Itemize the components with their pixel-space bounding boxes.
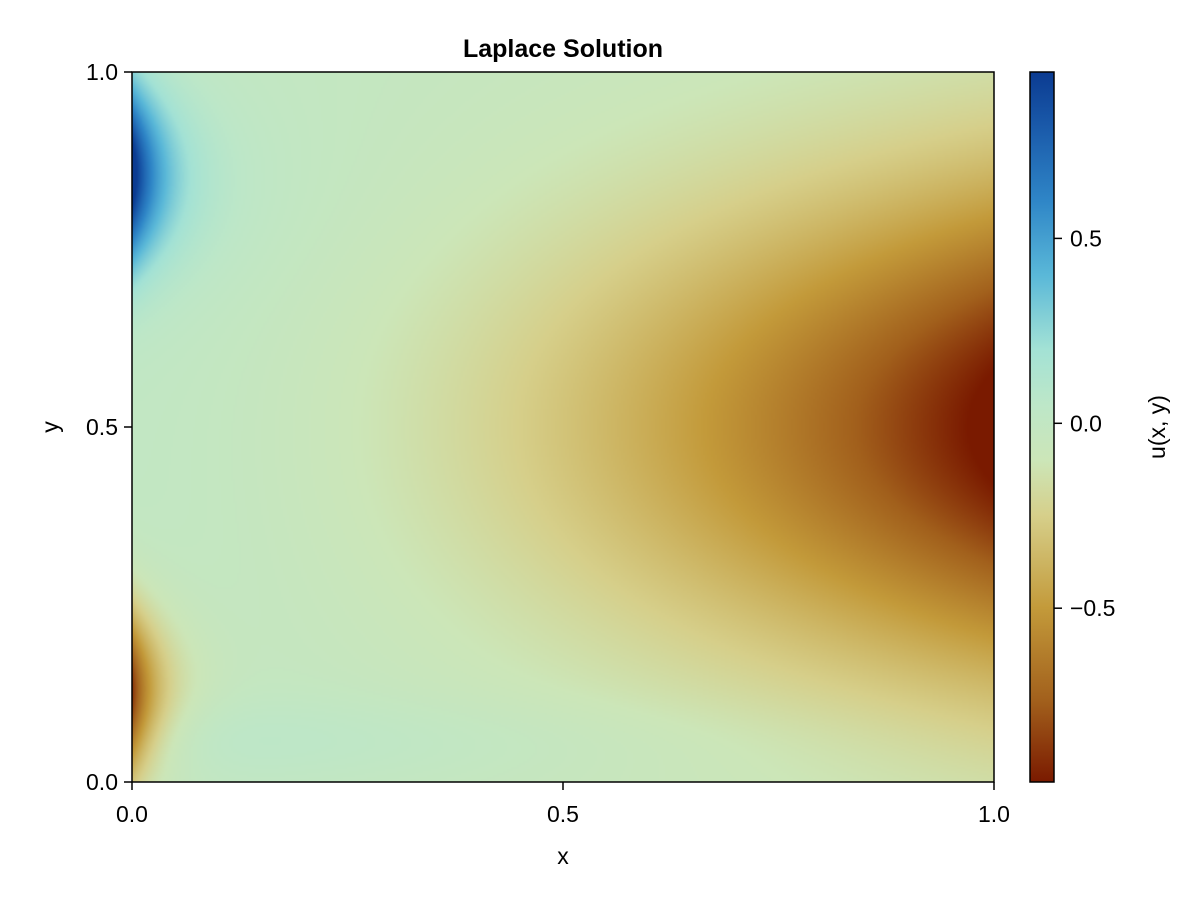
x-tick-label: 1.0: [978, 801, 1010, 827]
colorbar: [1029, 71, 1055, 783]
colorbar-label: u(x, y): [1144, 395, 1170, 459]
y-tick-label: 0.5: [86, 414, 118, 440]
y-axis-label: y: [37, 421, 63, 433]
heatmap-field: [132, 72, 994, 782]
y-axis: 0.0 0.5 1.0: [86, 59, 132, 795]
x-axis-label: x: [557, 843, 569, 869]
colorbar-ticks: 0.5 0.0 −0.5: [1054, 225, 1115, 621]
chart-title: Laplace Solution: [463, 35, 663, 63]
x-axis: 0.0 0.5 1.0: [116, 782, 1010, 827]
x-tick-label: 0.0: [116, 801, 148, 827]
colorbar-tick-label: 0.5: [1070, 225, 1102, 251]
y-tick-label: 1.0: [86, 59, 118, 85]
x-tick-label: 0.5: [547, 801, 579, 827]
y-tick-label: 0.0: [86, 769, 118, 795]
colorbar-tick-label: −0.5: [1070, 595, 1115, 621]
colorbar-tick-label: 0.0: [1070, 410, 1102, 436]
